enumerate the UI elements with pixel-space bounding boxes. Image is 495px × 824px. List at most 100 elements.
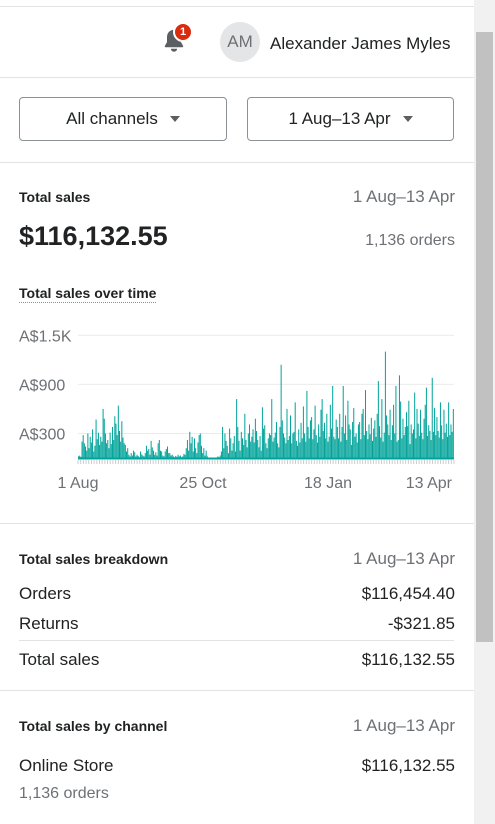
- chart-bar: [101, 441, 103, 458]
- chart-bar: [291, 443, 293, 458]
- chart-bar: [287, 440, 289, 458]
- chart-bar: [178, 456, 180, 458]
- chart-bar: [250, 441, 252, 458]
- chart-bar: [334, 439, 336, 458]
- chart-bar: [206, 456, 208, 458]
- chart-bar: [442, 439, 444, 458]
- chart-bar: [95, 419, 97, 458]
- chart-bar: [356, 442, 358, 458]
- returns-label: Returns: [19, 614, 79, 633]
- chart-bar: [271, 399, 273, 458]
- chart-bar: [196, 453, 198, 458]
- chart-bar: [417, 423, 419, 458]
- chart-bar: [156, 455, 158, 458]
- chart-bar: [359, 422, 361, 458]
- chart-bar: [282, 433, 284, 458]
- chart-bar: [445, 423, 447, 458]
- chart-bar: [402, 418, 404, 458]
- chart-bar: [204, 455, 206, 458]
- chart-bar: [305, 441, 307, 458]
- avatar[interactable]: AM: [220, 22, 260, 62]
- chart-bar: [155, 452, 157, 458]
- by-channel-range: 1 Aug–13 Apr: [352, 716, 455, 735]
- chart-bar: [357, 424, 359, 458]
- chart-bar: [285, 443, 287, 458]
- chart-bar: [131, 455, 133, 458]
- chart-bar: [403, 435, 405, 458]
- chart-bar: [421, 432, 423, 458]
- chart-bar: [360, 439, 362, 458]
- chart-bar: [247, 433, 249, 458]
- chart-bar: [241, 438, 243, 458]
- chart-bar: [179, 455, 181, 458]
- chart-bar: [144, 453, 146, 458]
- divider: [0, 523, 474, 524]
- channel-orders: 1,136 orders: [19, 785, 109, 802]
- orders-value: $116,454.40: [361, 584, 455, 603]
- channel-dropdown-label: All channels: [66, 109, 158, 128]
- chart-grid: [78, 334, 454, 434]
- chart-bar: [316, 442, 318, 458]
- chart-bar: [391, 425, 393, 458]
- chart-bar: [434, 408, 436, 458]
- channel-dropdown[interactable]: All channels: [19, 97, 227, 141]
- chart-bar: [340, 441, 342, 458]
- chart-bar: [306, 390, 308, 458]
- chart-bars: [78, 351, 454, 460]
- chart-bar: [325, 438, 327, 458]
- chart-bar: [111, 426, 113, 458]
- chart-bar: [338, 438, 340, 458]
- chart-bar: [113, 440, 115, 458]
- channel-value: $116,132.55: [361, 756, 455, 775]
- chart-bar: [169, 453, 171, 458]
- chart-bar: [364, 390, 366, 458]
- scrollbar-thumb[interactable]: [476, 32, 493, 642]
- chart-bar: [222, 426, 224, 458]
- chart-bar: [372, 440, 374, 458]
- chart-bar: [343, 433, 345, 458]
- chart-bar: [366, 431, 368, 458]
- chart-bar: [239, 450, 241, 458]
- chart-bar: [396, 441, 398, 458]
- chart-bar: [183, 453, 185, 458]
- chart-bar: [388, 435, 390, 458]
- chart-bar: [170, 455, 172, 458]
- chart-bar: [261, 407, 263, 458]
- chart-bar: [148, 449, 150, 458]
- user-name[interactable]: Alexander James Myles: [270, 34, 451, 53]
- breakdown-divider: [19, 640, 454, 641]
- chart-bar: [145, 445, 147, 458]
- chart-bar: [151, 447, 153, 458]
- x-tick-label: 1 Aug: [58, 475, 99, 492]
- chart-bar: [443, 409, 445, 458]
- chart-bar: [124, 444, 126, 458]
- chart-bar: [233, 435, 235, 458]
- chart-bar: [182, 456, 184, 458]
- chart-bar: [126, 451, 128, 458]
- chart-bar: [437, 431, 439, 458]
- chart-bar: [423, 418, 425, 458]
- chart-bar: [349, 429, 351, 458]
- chart-bar: [188, 450, 190, 458]
- filter-bar: All channels 1 Aug–13 Apr: [0, 78, 474, 163]
- chart-bar: [394, 433, 396, 458]
- chart-bar: [223, 448, 225, 458]
- caret-down-icon: [169, 116, 180, 122]
- chart-bar: [422, 439, 424, 458]
- chart-bar: [405, 412, 407, 458]
- chart-bar: [416, 408, 418, 458]
- chart-bar: [81, 441, 83, 458]
- chart-bar: [401, 438, 403, 458]
- chart-bar: [198, 435, 200, 458]
- chart-bar: [263, 428, 265, 458]
- chart-title[interactable]: Total sales over time: [19, 285, 157, 303]
- chart-bar: [253, 442, 255, 458]
- chart-bar: [246, 447, 248, 458]
- chart-bar: [279, 426, 281, 458]
- chart-bar: [319, 436, 321, 458]
- chart-bar: [320, 409, 322, 458]
- date-range-dropdown[interactable]: 1 Aug–13 Apr: [247, 97, 454, 141]
- chart-bar: [117, 405, 119, 458]
- y-tick-label: A$900: [19, 377, 65, 394]
- chart-bar: [441, 425, 443, 458]
